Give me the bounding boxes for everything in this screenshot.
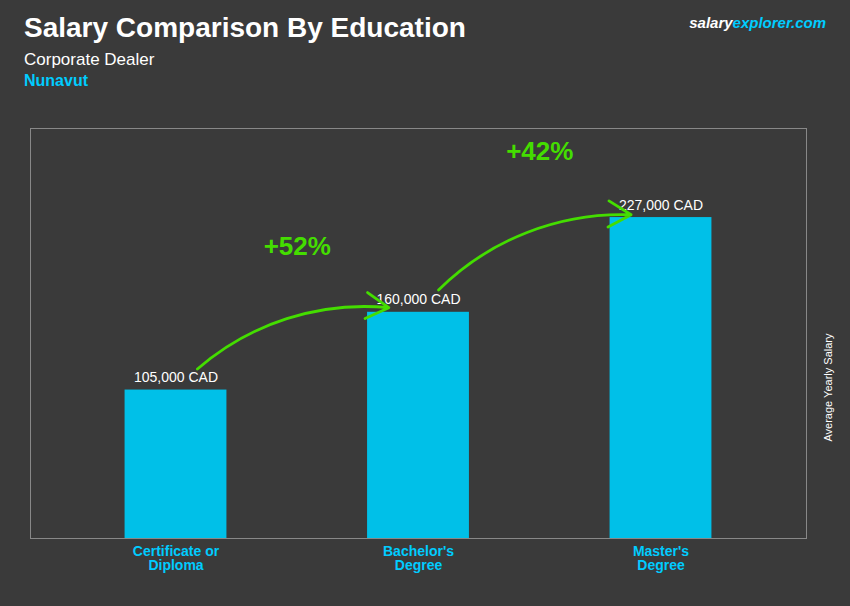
svg-text:Bachelor'sDegree: Bachelor'sDegree xyxy=(383,543,454,573)
html-text:Salary Comparison By Education: Salary Comparison By Education xyxy=(24,12,466,43)
svg-text:Master'sDegree: Master'sDegree xyxy=(633,543,689,573)
html-text:salary explorer.com: salary explorer.com xyxy=(689,14,826,31)
svg-text:105,000 CAD: 105,000 CAD xyxy=(134,369,218,385)
svg-text:227,000 CAD: 227,000 CAD xyxy=(619,197,703,213)
svg-text:+42%: +42% xyxy=(506,136,573,166)
svg-text:Average Yearly Salary: Average Yearly Salary xyxy=(822,333,834,442)
html-text:Nunavut: Nunavut xyxy=(24,72,88,89)
svg-text:+52%: +52% xyxy=(264,231,331,261)
svg-text:Certificate orDiploma: Certificate orDiploma xyxy=(133,543,220,573)
html-text:Corporate Dealer: Corporate Dealer xyxy=(24,50,155,69)
svg-text:160,000 CAD: 160,000 CAD xyxy=(376,291,460,307)
